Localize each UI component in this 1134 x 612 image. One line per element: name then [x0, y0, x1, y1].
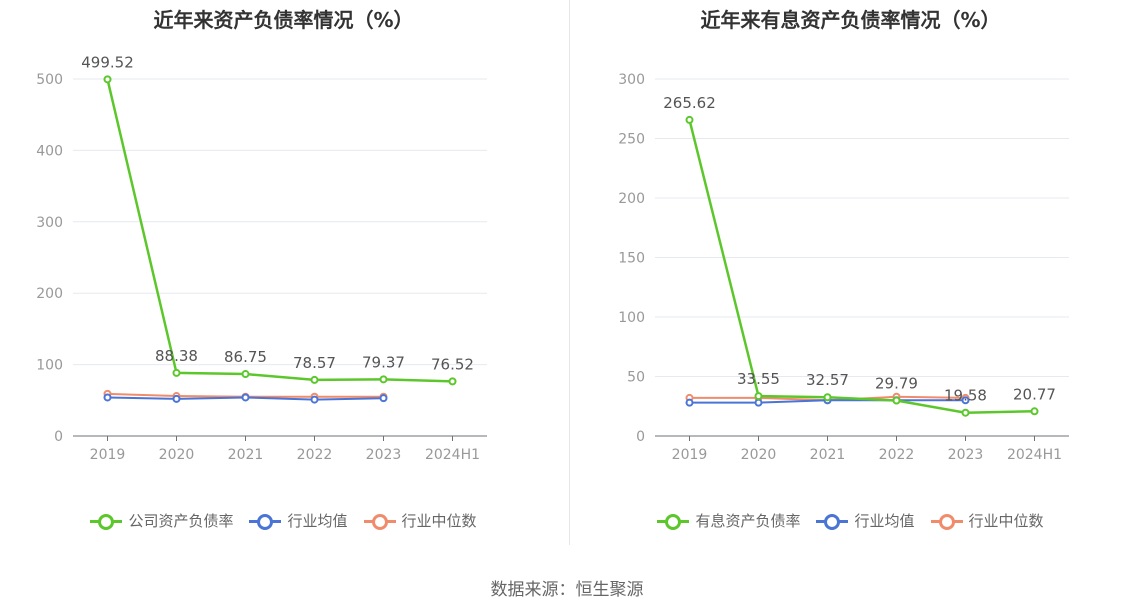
y-tick-label: 100 — [618, 310, 645, 326]
legend-item[interactable]: 公司资产负债率 — [90, 510, 233, 531]
legend-label: 行业中位数 — [401, 512, 477, 530]
y-tick-label: 300 — [36, 215, 63, 231]
x-tick-label: 2022 — [879, 447, 915, 463]
chart-legend: 公司资产负债率 行业均值 行业中位数 — [0, 510, 567, 531]
legend-item[interactable]: 行业中位数 — [363, 510, 477, 531]
y-tick-label: 0 — [636, 429, 645, 445]
y-tick-label: 0 — [54, 429, 63, 445]
legend-label: 行业中位数 — [968, 512, 1044, 530]
data-point — [172, 394, 181, 403]
data-point — [241, 370, 250, 379]
legend-label: 公司资产负债率 — [128, 512, 234, 530]
data-point — [310, 395, 319, 404]
data-label: 76.52 — [431, 355, 474, 373]
legend-swatch-icon — [90, 513, 123, 530]
x-tick-label: 2022 — [297, 447, 333, 463]
y-tick-label: 400 — [36, 143, 63, 159]
data-label: 86.75 — [224, 348, 267, 366]
data-label: 32.57 — [806, 371, 849, 389]
y-tick-label: 100 — [36, 358, 63, 374]
chart-title: 近年来资产负债率情况（%） — [153, 8, 414, 32]
data-point — [310, 375, 319, 384]
legend-item[interactable]: 行业均值 — [249, 510, 348, 531]
data-point — [961, 408, 970, 417]
data-point — [379, 394, 388, 403]
legend-swatch-icon — [930, 513, 963, 530]
y-tick-label: 500 — [36, 72, 63, 88]
legend-swatch-icon — [816, 513, 849, 530]
data-label: 88.38 — [155, 347, 198, 365]
x-tick-label: 2024H1 — [425, 447, 480, 463]
y-tick-label: 200 — [36, 286, 63, 302]
x-tick-label: 2021 — [810, 447, 846, 463]
data-point — [1030, 407, 1039, 416]
series-line — [688, 119, 1035, 414]
legend-label: 有息资产负债率 — [695, 512, 801, 530]
data-point — [685, 115, 694, 124]
data-point — [685, 398, 694, 407]
legend-item[interactable]: 行业中位数 — [930, 510, 1044, 531]
x-tick-label: 2024H1 — [1007, 447, 1062, 463]
chart-panel-right: 近年来有息资产负债率情况（%） 0 50 100 150 200 250 300 2019 20… — [567, 0, 1134, 560]
legend-label: 行业均值 — [854, 512, 915, 530]
data-label: 19.58 — [944, 387, 987, 405]
legend-swatch-icon — [363, 513, 396, 530]
panel-divider — [569, 0, 570, 545]
x-tick-label: 2020 — [159, 447, 195, 463]
data-label: 265.62 — [663, 94, 716, 112]
data-label: 29.79 — [875, 375, 918, 393]
y-tick-label: 150 — [618, 251, 645, 267]
chart-panel-left: 近年来资产负债率情况（%） 0 100 200 300 400 500 2019 2020 20… — [0, 0, 567, 560]
legend-swatch-icon — [657, 513, 690, 530]
data-point — [892, 396, 901, 405]
data-point — [961, 396, 970, 405]
x-tick-label: 2019 — [672, 447, 708, 463]
chart-title: 近年来有息资产负债率情况（%） — [700, 8, 1001, 32]
x-tick-label: 2020 — [741, 447, 777, 463]
data-label: 78.57 — [293, 354, 336, 372]
chart-legend: 有息资产负债率 行业均值 行业中位数 — [567, 510, 1134, 531]
legend-item[interactable]: 行业均值 — [816, 510, 915, 531]
y-tick-label: 50 — [627, 370, 645, 386]
data-point — [241, 393, 250, 402]
x-tick-label: 2023 — [366, 447, 402, 463]
x-tick-label: 2023 — [948, 447, 984, 463]
x-tick-label: 2019 — [90, 447, 126, 463]
data-point — [754, 392, 763, 401]
series-line — [106, 79, 453, 383]
data-point — [172, 368, 181, 377]
x-tick-label: 2021 — [228, 447, 264, 463]
data-point — [379, 375, 388, 384]
legend-swatch-icon — [249, 513, 282, 530]
y-tick-label: 200 — [618, 191, 645, 207]
legend-label: 行业均值 — [287, 512, 348, 530]
data-point — [448, 377, 457, 386]
data-point — [103, 75, 112, 84]
data-point — [823, 393, 832, 402]
data-label: 33.55 — [737, 370, 780, 388]
data-source-note: 数据来源：恒生聚源 — [490, 580, 644, 600]
data-point — [103, 393, 112, 402]
y-tick-label: 250 — [618, 132, 645, 148]
line-chart-interest-debt-ratio: 0 50 100 150 200 250 300 2019 2020 2021 2022 2023 20… — [618, 72, 1069, 463]
data-point — [754, 398, 763, 407]
y-tick-label: 300 — [618, 72, 645, 88]
legend-item[interactable]: 有息资产负债率 — [657, 510, 800, 531]
data-label: 20.77 — [1013, 385, 1056, 403]
data-label: 499.52 — [81, 53, 134, 71]
data-label: 79.37 — [362, 353, 405, 371]
line-chart-debt-ratio: 0 100 200 300 400 500 2019 2020 2021 2022 2023 2024… — [36, 53, 487, 463]
